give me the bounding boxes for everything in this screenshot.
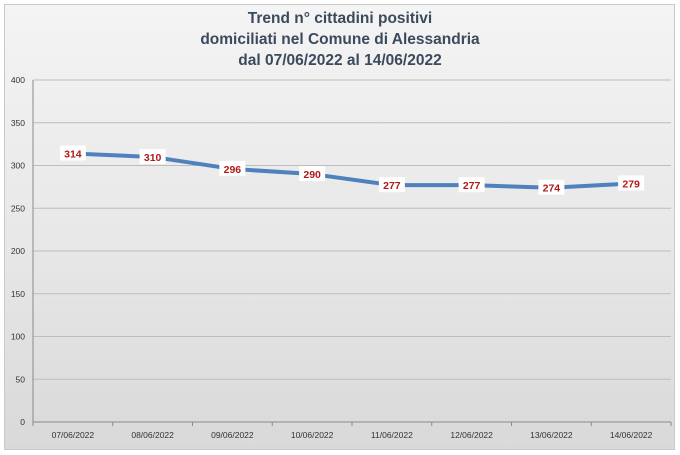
chart-area: [4, 4, 675, 450]
data-label-text: 296: [224, 164, 242, 176]
y-tick-label: 350: [11, 118, 25, 128]
chart-title-line-2: domiciliati nel Comune di Alessandria: [200, 31, 480, 48]
x-tick-label: 11/06/2022: [371, 430, 413, 440]
x-tick-label: 08/06/2022: [131, 430, 174, 440]
data-label: 314: [59, 145, 86, 161]
x-tick-label: 12/06/2022: [450, 430, 493, 440]
data-label-text: 310: [144, 152, 162, 164]
chart-title-line-1: Trend n° cittadini positivi: [247, 10, 433, 27]
x-tick-label: 07/06/2022: [52, 430, 95, 440]
data-label: 279: [618, 175, 645, 191]
data-label-background: [59, 145, 86, 161]
y-tick-label: 300: [11, 161, 25, 171]
data-label: 296: [219, 160, 246, 176]
data-label-text: 277: [463, 180, 481, 192]
data-label: 277: [378, 177, 405, 193]
x-tick-label: 09/06/2022: [211, 430, 254, 440]
y-tick-label: 50: [16, 374, 26, 384]
data-label-text: 314: [64, 149, 82, 161]
x-tick-label: 10/06/2022: [291, 430, 334, 440]
data-label-background: [378, 177, 405, 193]
data-label: 277: [458, 177, 485, 193]
data-label: 290: [299, 166, 326, 182]
x-tick-label: 14/06/2022: [610, 430, 653, 440]
chart-title-line-3: dal 07/06/2022 al 14/06/2022: [238, 52, 442, 69]
data-label-background: [538, 179, 565, 195]
data-label-background: [299, 166, 326, 182]
data-label-background: [139, 148, 166, 164]
data-label: 274: [538, 179, 565, 195]
x-tick-label: 13/06/2022: [530, 430, 573, 440]
data-label-background: [618, 175, 645, 191]
data-label-text: 277: [383, 180, 401, 192]
data-label-background: [458, 177, 485, 193]
y-tick-label: 400: [11, 75, 25, 85]
y-tick-label: 200: [11, 246, 25, 256]
data-label-text: 279: [622, 178, 640, 190]
data-label-text: 274: [543, 183, 561, 195]
data-label-background: [219, 160, 246, 176]
y-tick-label: 100: [11, 332, 25, 342]
series-line: [70, 151, 634, 190]
data-label: 310: [139, 148, 166, 164]
y-tick-label: 250: [11, 203, 25, 213]
data-label-text: 290: [303, 169, 321, 181]
y-tick-label: 0: [20, 417, 25, 427]
y-tick-label: 150: [11, 289, 25, 299]
